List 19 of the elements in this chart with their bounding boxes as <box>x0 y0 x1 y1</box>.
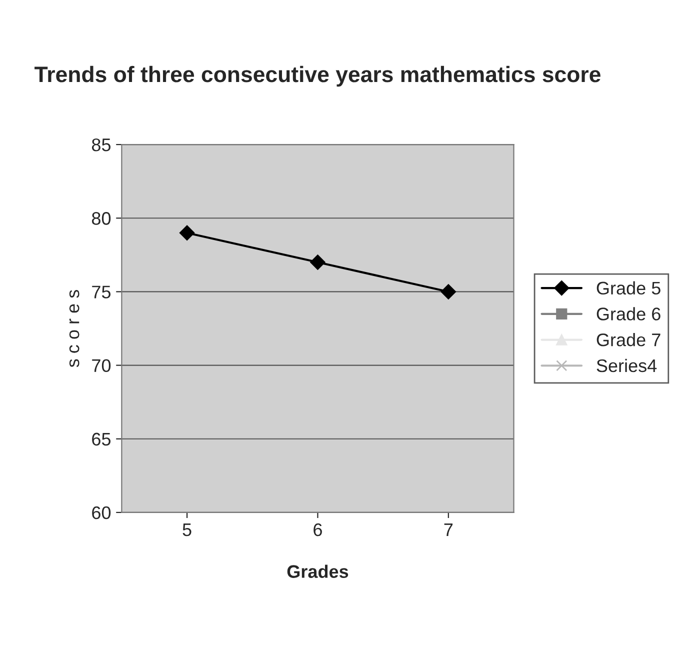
legend-label: Grade 5 <box>596 281 660 295</box>
y-tick-label: 75 <box>92 286 111 298</box>
y-tick-label: 85 <box>92 138 111 152</box>
x-tick-label: 7 <box>444 524 453 536</box>
point <box>310 254 326 270</box>
y-tick-label: 80 <box>92 212 111 225</box>
y-tick-label: 60 <box>92 506 111 520</box>
x-tick-label: 6 <box>314 523 322 536</box>
legend-label: Grade 7 <box>596 333 660 346</box>
legend-label: Series4 <box>596 358 657 372</box>
chart-title: Trends of three consecutive years mathematics score <box>34 66 600 87</box>
legend-label: Grade 6 <box>596 307 660 320</box>
y-tick-label: 65 <box>92 432 111 446</box>
point <box>179 225 195 240</box>
x-tick-label: 5 <box>182 524 192 536</box>
y-axis-title: s c o r e s <box>69 290 80 368</box>
x-axis-title: Grades <box>287 564 348 578</box>
point <box>440 284 456 300</box>
y-tick-label: 70 <box>92 359 111 372</box>
